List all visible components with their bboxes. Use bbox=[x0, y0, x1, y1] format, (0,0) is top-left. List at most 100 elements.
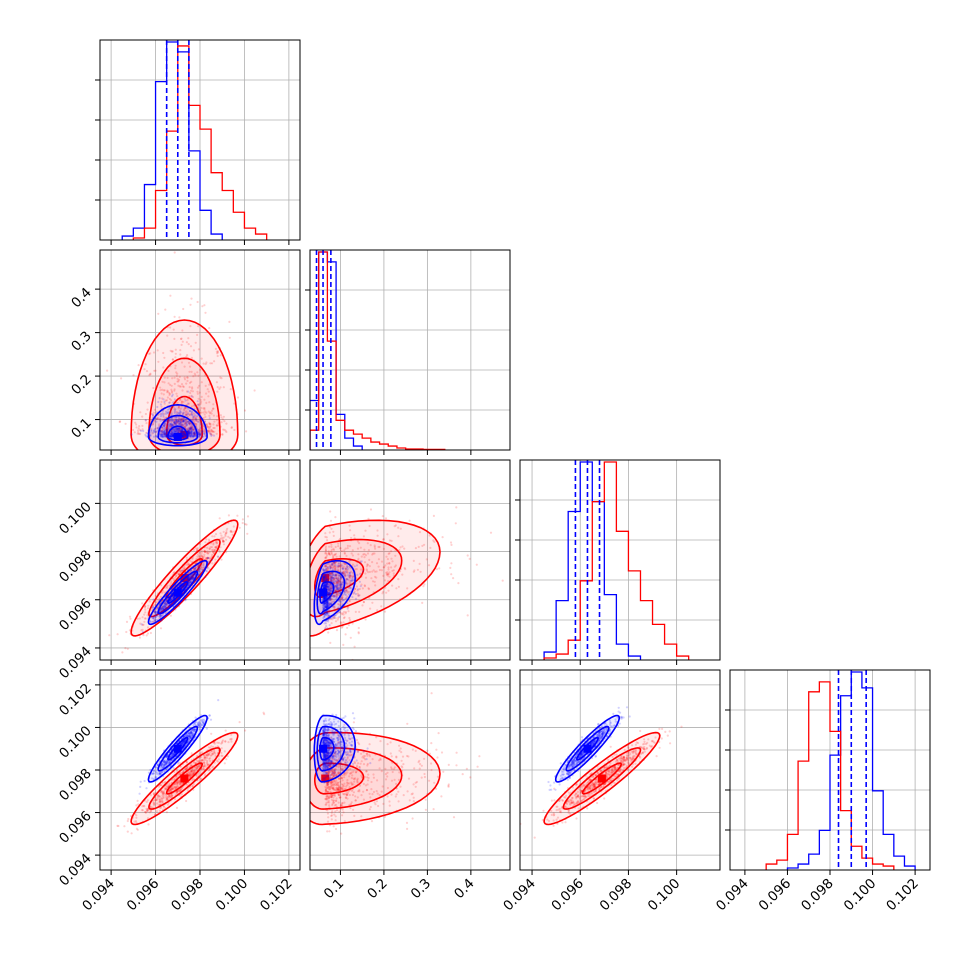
scatter-point-504 bbox=[183, 409, 186, 412]
scatter-point-788 bbox=[154, 430, 157, 434]
scatter-point-2505 bbox=[163, 605, 166, 608]
scatter-point-1140 bbox=[184, 418, 187, 421]
median-marker-series-1 bbox=[321, 574, 330, 583]
scatter-point-3217 bbox=[388, 539, 391, 542]
scatter-point-2828 bbox=[329, 603, 332, 606]
scatter-point-319 bbox=[152, 411, 155, 414]
scatter-point-3426 bbox=[392, 569, 395, 572]
scatter-point-193 bbox=[196, 371, 199, 374]
scatter-point-630 bbox=[177, 378, 181, 381]
scatter-point-3378 bbox=[329, 641, 332, 645]
scatter-point-2032 bbox=[166, 584, 169, 587]
scatter-point-191 bbox=[153, 419, 156, 422]
scatter-point-722 bbox=[182, 432, 185, 435]
scatter-point-2132 bbox=[154, 618, 157, 621]
scatter-point-1683 bbox=[216, 541, 219, 545]
scatter-point-16 bbox=[176, 419, 179, 422]
scatter-point-877 bbox=[171, 434, 174, 437]
scatter-point-1520 bbox=[245, 523, 248, 526]
scatter-point-1621 bbox=[216, 545, 219, 548]
scatter-point-1038 bbox=[184, 434, 187, 437]
scatter-point-394 bbox=[218, 387, 221, 390]
scatter-point-2014 bbox=[218, 517, 221, 520]
scatter-point-1735 bbox=[198, 556, 201, 559]
scatter-point-3666 bbox=[357, 594, 360, 597]
scatter-point-3664 bbox=[336, 586, 339, 589]
scatter-point-328 bbox=[174, 352, 177, 355]
scatter-point-1248 bbox=[164, 435, 167, 438]
scatter-point-2973 bbox=[422, 585, 425, 588]
scatter-point-3505 bbox=[324, 612, 327, 615]
scatter-point-3254 bbox=[390, 557, 393, 560]
scatter-point-140 bbox=[159, 430, 163, 433]
scatter-point-3533 bbox=[330, 602, 333, 605]
scatter-point-1303 bbox=[166, 423, 170, 426]
scatter-point-3550 bbox=[328, 598, 332, 602]
scatter-point-4605 bbox=[223, 762, 226, 765]
scatter-point-2962 bbox=[358, 542, 361, 545]
scatter-point-3315 bbox=[367, 588, 371, 591]
scatter-point-0 bbox=[176, 380, 179, 383]
scatter-point-2407 bbox=[154, 613, 157, 616]
scatter-point-2816 bbox=[366, 563, 369, 567]
scatter-point-2535 bbox=[202, 565, 205, 568]
scatter-point-589 bbox=[192, 404, 195, 407]
scatter-point-1236 bbox=[169, 419, 172, 422]
scatter-point-2094 bbox=[188, 563, 191, 566]
scatter-point-2704 bbox=[198, 569, 201, 573]
scatter-point-954 bbox=[178, 409, 182, 412]
scatter-point-1279 bbox=[170, 424, 174, 427]
scatter-point-1434 bbox=[207, 556, 210, 560]
scatter-point-744 bbox=[169, 435, 172, 438]
scatter-point-883 bbox=[180, 417, 183, 420]
scatter-point-2922 bbox=[450, 543, 453, 547]
scatter-point-1065 bbox=[164, 412, 168, 415]
scatter-point-2436 bbox=[164, 604, 167, 607]
scatter-point-3040 bbox=[450, 573, 453, 576]
scatter-point-1876 bbox=[208, 547, 211, 551]
scatter-point-3176 bbox=[375, 576, 378, 579]
scatter-point-3202 bbox=[343, 572, 346, 575]
scatter-point-18 bbox=[176, 401, 179, 404]
scatter-point-3250 bbox=[326, 615, 329, 618]
scatter-point-1721 bbox=[165, 585, 168, 588]
scatter-point-3436 bbox=[428, 534, 431, 537]
panel-r3-c0 bbox=[95, 669, 301, 875]
scatter-point-1360 bbox=[183, 433, 186, 436]
scatter-point-841 bbox=[152, 414, 155, 417]
scatter-point-2967 bbox=[337, 542, 340, 545]
grid-lines bbox=[310, 250, 510, 450]
scatter-point-2995 bbox=[328, 572, 331, 575]
scatter-point-2693 bbox=[154, 610, 157, 614]
scatter-point-1504 bbox=[224, 535, 227, 538]
scatter-point-209 bbox=[223, 428, 226, 431]
scatter-point-2335 bbox=[160, 609, 163, 612]
contour-series-0-level-3 bbox=[147, 403, 208, 447]
scatter-point-3253 bbox=[325, 552, 328, 556]
scatter-point-675 bbox=[192, 420, 196, 423]
scatter-point-1173 bbox=[190, 413, 193, 416]
scatter-point-1349 bbox=[204, 435, 207, 438]
scatter-point-2005 bbox=[144, 605, 147, 608]
scatter-point-2567 bbox=[159, 615, 162, 618]
scatter-point-3593 bbox=[340, 587, 343, 590]
scatter-point-1177 bbox=[176, 430, 180, 434]
scatter-point-1410 bbox=[179, 571, 183, 574]
scatter-point-2705 bbox=[189, 575, 192, 578]
scatter-point-595 bbox=[207, 429, 210, 432]
scatter-point-3151 bbox=[324, 565, 327, 568]
scatter-point-585 bbox=[175, 430, 178, 433]
scatter-point-233 bbox=[187, 337, 190, 340]
scatter-point-349 bbox=[210, 428, 213, 431]
scatter-point-2275 bbox=[193, 568, 197, 571]
scatter-point-2939 bbox=[355, 568, 358, 571]
scatter-point-1762 bbox=[143, 620, 146, 623]
scatter-point-219 bbox=[138, 425, 141, 428]
scatter-point-189 bbox=[160, 405, 163, 408]
scatter-point-1833 bbox=[200, 553, 203, 557]
scatter-point-173 bbox=[181, 385, 185, 388]
scatter-point-471 bbox=[164, 416, 167, 419]
scatter-point-2746 bbox=[164, 606, 167, 610]
scatter-point-2448 bbox=[161, 608, 164, 611]
scatter-point-2070 bbox=[147, 604, 150, 607]
